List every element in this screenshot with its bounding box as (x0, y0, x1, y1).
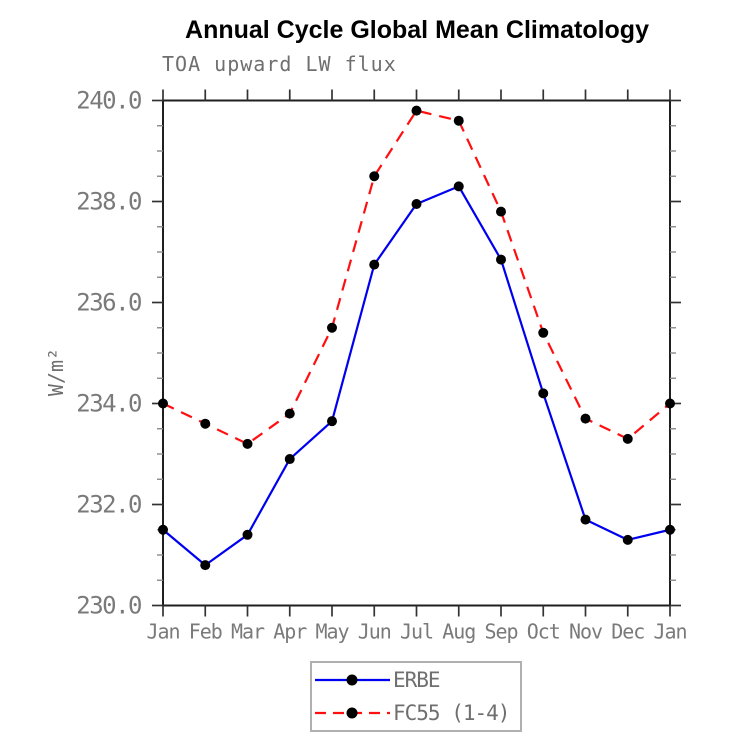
data-point-marker (580, 514, 591, 525)
data-point-marker (158, 524, 168, 535)
data-point-marker (622, 534, 633, 545)
chart-subtitle: TOA upward LW flux (162, 52, 397, 76)
legend-item-erbe: ERBE (314, 665, 520, 695)
x-tick-label: Jul (400, 620, 433, 644)
y-tick-label: 236.0 (76, 289, 141, 317)
x-tick-label: Jan (653, 620, 686, 644)
data-point-marker (453, 181, 464, 192)
data-point-marker (369, 171, 380, 182)
y-tick-label: 234.0 (76, 390, 141, 418)
data-point-marker (200, 560, 211, 571)
x-tick-label: Mar (231, 620, 265, 644)
x-tick-label: Feb (189, 620, 222, 644)
x-tick-label: Jun (358, 620, 391, 644)
data-point-marker (538, 327, 549, 338)
x-tick-label: Nov (569, 620, 603, 644)
data-point-marker (242, 529, 253, 540)
legend-marker-dot (346, 707, 358, 719)
legend-line-fc55-icon (315, 707, 390, 719)
y-tick-label: 232.0 (76, 491, 141, 519)
data-point-marker (453, 115, 464, 126)
data-point-marker (496, 254, 506, 265)
x-tick-label: Jan (146, 620, 179, 644)
data-point-marker (622, 433, 633, 444)
data-point-marker (284, 454, 295, 465)
x-tick-label: Apr (273, 620, 307, 644)
data-point-marker (327, 416, 337, 427)
legend: ERBE FC55 (1-4) (310, 661, 522, 732)
data-point-marker (411, 199, 422, 210)
series-line-erbe (162, 185, 671, 567)
series-line-fc55-1-4- (162, 109, 671, 445)
x-tick-label: Dec (611, 620, 644, 644)
legend-marker-dot (346, 674, 358, 686)
data-point-marker (242, 438, 253, 449)
data-point-marker (158, 398, 168, 409)
data-point-marker (665, 524, 675, 535)
x-tick-label: Oct (527, 620, 560, 644)
x-tick-label: Aug (442, 620, 475, 644)
y-tick-label: 238.0 (76, 188, 141, 216)
chart-title: Annual Cycle Global Mean Climatology (185, 16, 649, 44)
y-tick-label: 240.0 (76, 87, 141, 115)
data-point-marker (327, 322, 337, 333)
legend-label-erbe: ERBE (393, 668, 441, 693)
x-tick-label: May (315, 620, 349, 644)
data-point-marker (665, 398, 675, 409)
legend-label-fc55: FC55 (1-4) (393, 700, 510, 725)
plot-frame (162, 99, 671, 607)
legend-item-fc55: FC55 (1-4) (314, 698, 520, 728)
y-tick-label: 230.0 (76, 592, 141, 620)
data-point-marker (496, 206, 506, 217)
data-point-marker (200, 418, 211, 429)
data-point-marker (411, 105, 422, 116)
data-point-marker (369, 259, 380, 270)
data-point-marker (538, 388, 549, 399)
data-point-marker (580, 413, 591, 424)
x-tick-label: Sep (484, 620, 517, 644)
data-point-marker (284, 408, 295, 419)
legend-line-erbe-icon (315, 674, 390, 686)
